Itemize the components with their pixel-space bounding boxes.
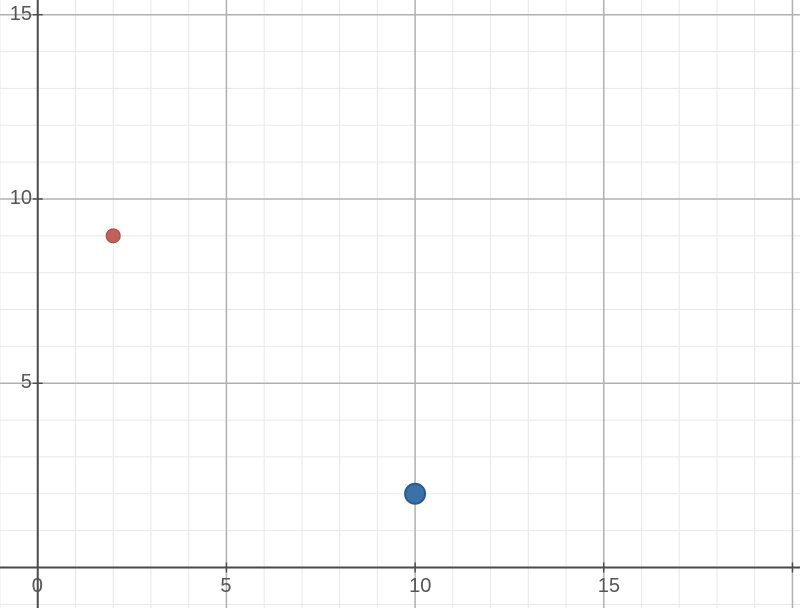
y-tick-label: 10 bbox=[10, 187, 32, 210]
chart-svg bbox=[0, 0, 800, 608]
scatter-chart: 0 5 10 15 5 10 15 bbox=[0, 0, 800, 608]
x-tick-label: 0 bbox=[32, 575, 43, 598]
y-tick-label: 5 bbox=[21, 371, 32, 394]
x-tick-label: 5 bbox=[220, 575, 231, 598]
y-tick-label: 15 bbox=[10, 3, 32, 26]
data-point-0 bbox=[106, 229, 120, 243]
data-point-1 bbox=[405, 484, 425, 504]
x-tick-label: 15 bbox=[598, 575, 620, 598]
x-tick-label: 10 bbox=[409, 575, 431, 598]
